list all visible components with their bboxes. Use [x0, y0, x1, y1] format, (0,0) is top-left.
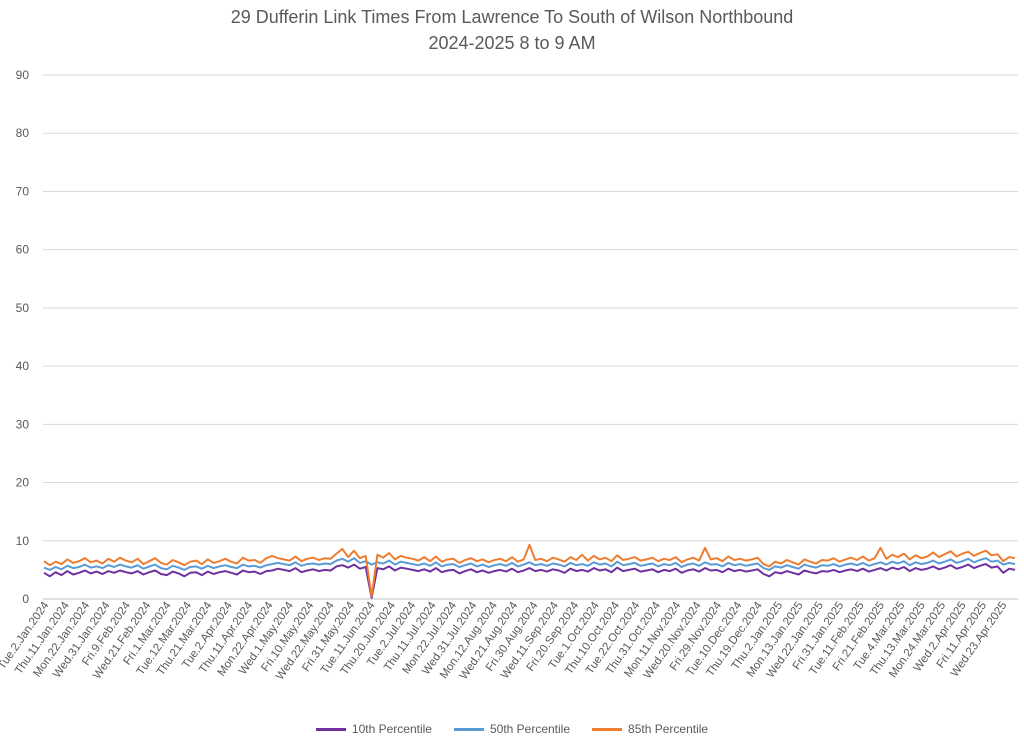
y-tick-label: 90: [16, 68, 30, 82]
y-tick-label: 80: [16, 126, 30, 140]
legend-item-85th: 85th Percentile: [592, 722, 708, 736]
legend-item-50th: 50th Percentile: [453, 722, 571, 736]
legend-swatch-10th: [315, 727, 346, 731]
legend-item-10th: 10th Percentile: [315, 722, 432, 736]
series-lines: [43, 543, 1016, 599]
series-line-85th-percentile: [43, 543, 1016, 598]
chart-subtitle: 2024-2025 8 to 9 AM: [428, 33, 596, 53]
x-axis-tick-labels: Tue.2.Jan.2024Thu.11.Jan.2024Mon.22.Jan.…: [0, 599, 1009, 682]
y-tick-label: 10: [16, 534, 30, 548]
series-line-50th-percentile: [43, 557, 1016, 571]
chart-title: 29 Dufferin Link Times From Lawrence To …: [230, 7, 794, 27]
gridlines: [43, 74, 1018, 542]
y-tick-label: 20: [16, 476, 30, 490]
y-tick-label: 0: [22, 592, 29, 606]
legend-label-10th: 10th Percentile: [351, 722, 432, 736]
y-tick-label: 50: [16, 301, 30, 315]
y-tick-label: 30: [16, 417, 30, 431]
series-line-10th-percentile: [43, 563, 1016, 599]
y-axis-tick-labels: 0 10 20 30 40 50 60 70 80 90: [16, 68, 30, 606]
legend-swatch-85th: [592, 727, 623, 731]
legend-swatch-50th: [453, 727, 484, 731]
y-tick-label: 40: [16, 359, 30, 373]
legend-label-85th: 85th Percentile: [628, 722, 709, 736]
legend: 10th Percentile 50th Percentile 85th Per…: [0, 722, 1024, 736]
legend-label-50th: 50th Percentile: [489, 722, 571, 736]
y-tick-label: 60: [16, 243, 30, 257]
y-tick-label: 70: [16, 184, 30, 198]
